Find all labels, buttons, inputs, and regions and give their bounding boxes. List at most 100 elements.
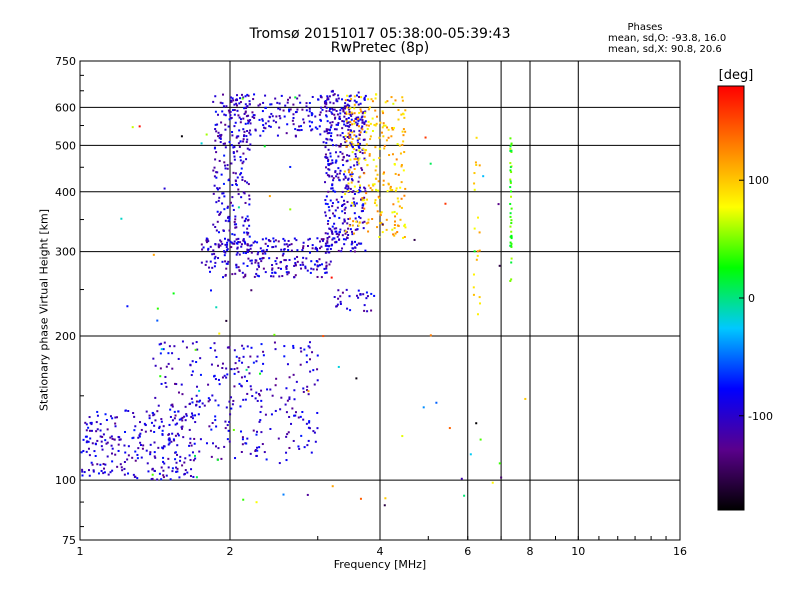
data-point	[124, 409, 127, 412]
data-point	[302, 247, 305, 250]
data-point	[334, 161, 337, 164]
data-point	[478, 164, 481, 167]
data-point	[153, 469, 156, 472]
data-point	[282, 237, 285, 240]
data-point	[228, 111, 231, 114]
data-point	[309, 370, 312, 373]
data-point	[332, 94, 335, 97]
data-point	[324, 146, 327, 149]
data-point	[237, 237, 240, 240]
x-axis-label: Frequency [MHz]	[333, 558, 427, 571]
data-point	[184, 419, 187, 422]
data-point	[339, 145, 342, 148]
data-point	[260, 399, 263, 402]
data-point	[332, 237, 335, 240]
data-point	[293, 389, 296, 392]
data-point	[109, 471, 112, 474]
data-point	[404, 187, 407, 190]
data-point	[236, 135, 239, 138]
data-point	[205, 442, 208, 445]
data-point	[352, 197, 355, 200]
data-point	[298, 129, 301, 132]
data-point	[345, 111, 348, 114]
data-point	[363, 199, 366, 202]
data-point	[358, 157, 361, 160]
data-point	[275, 262, 278, 265]
data-point	[261, 119, 264, 122]
data-point	[364, 249, 367, 252]
data-point	[424, 136, 427, 139]
data-point	[271, 394, 274, 397]
data-point	[189, 458, 192, 461]
data-point	[343, 199, 346, 202]
data-point	[308, 420, 311, 423]
data-point	[101, 448, 104, 451]
data-point	[219, 211, 222, 214]
data-point	[247, 218, 250, 221]
data-point	[262, 267, 265, 270]
data-point	[209, 260, 212, 263]
data-point	[198, 389, 201, 392]
data-point	[260, 260, 263, 263]
data-point	[80, 451, 83, 454]
data-point	[160, 418, 163, 421]
data-point	[261, 238, 264, 241]
data-point	[359, 108, 362, 111]
data-point	[242, 152, 245, 155]
data-point	[259, 411, 262, 414]
data-point	[293, 257, 296, 260]
data-point	[355, 149, 358, 152]
data-point	[363, 98, 366, 101]
data-point	[173, 410, 176, 413]
data-point	[380, 131, 383, 134]
data-point	[300, 350, 303, 353]
data-point	[292, 113, 295, 116]
data-point	[338, 145, 341, 148]
data-point	[205, 241, 208, 244]
data-point	[100, 445, 103, 448]
data-point	[337, 365, 340, 368]
data-point	[224, 260, 227, 263]
data-point	[343, 123, 346, 126]
data-point	[248, 120, 251, 123]
data-point	[180, 135, 183, 138]
data-point	[174, 458, 177, 461]
data-point	[256, 399, 259, 402]
data-point	[346, 135, 349, 138]
data-point	[349, 107, 352, 110]
data-point	[243, 240, 246, 243]
data-point	[231, 273, 234, 276]
data-point	[232, 99, 235, 102]
data-point	[214, 95, 217, 98]
data-point	[243, 107, 246, 110]
data-point	[509, 181, 512, 184]
data-point	[156, 307, 159, 310]
data-point	[349, 187, 352, 190]
data-point	[328, 235, 331, 238]
data-point	[232, 109, 235, 112]
data-point	[117, 449, 120, 452]
data-point	[331, 175, 334, 178]
data-point	[192, 475, 195, 478]
data-point	[275, 257, 278, 260]
data-point	[347, 182, 350, 185]
data-point	[252, 361, 255, 364]
data-point	[326, 244, 329, 247]
colorbar-tick-label: -100	[748, 410, 773, 423]
data-point	[361, 152, 364, 155]
data-point	[258, 446, 261, 449]
data-point	[473, 172, 476, 175]
data-point	[215, 229, 218, 232]
data-point	[396, 197, 399, 200]
data-point	[273, 333, 276, 336]
data-point	[355, 377, 358, 380]
data-point	[227, 216, 230, 219]
data-point	[370, 292, 373, 295]
data-point	[123, 460, 126, 463]
data-point	[232, 399, 235, 402]
data-point	[250, 259, 253, 262]
data-point	[509, 137, 512, 140]
data-point	[336, 134, 339, 137]
data-point	[264, 94, 267, 97]
data-point	[167, 457, 170, 460]
